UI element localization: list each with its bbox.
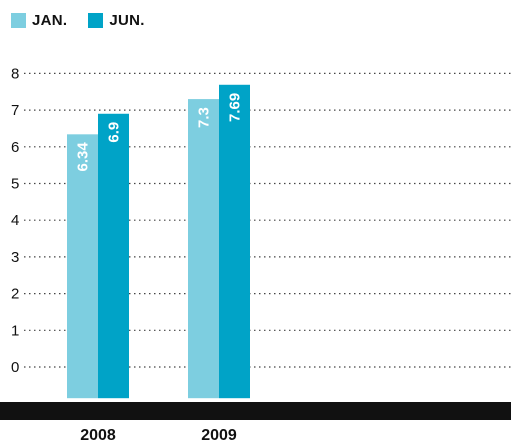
y-tick-label: 1 — [11, 322, 19, 339]
legend-item-jun: JUN. — [88, 12, 144, 29]
x-category-label: 2008 — [80, 427, 116, 444]
x-category-label: 2009 — [201, 427, 237, 444]
legend-label-jan: JAN. — [32, 11, 68, 29]
legend-label-jun: JUN. — [109, 11, 145, 29]
legend-swatch-jun — [88, 12, 104, 28]
legend: JAN. JUN. — [11, 10, 166, 30]
bar-value-label: 6.9 — [106, 122, 123, 143]
y-tick-label: 6 — [11, 139, 19, 156]
legend-swatch-jan — [11, 12, 26, 28]
y-tick-label: 7 — [11, 102, 19, 119]
bar-value-label: 7.3 — [196, 107, 213, 128]
bar — [98, 113, 129, 399]
y-tick-label: 0 — [11, 359, 19, 376]
x-axis-band — [0, 402, 511, 420]
bar-value-label: 7.69 — [227, 93, 244, 122]
y-tick-label: 4 — [11, 212, 19, 229]
bar — [67, 134, 98, 399]
bar-value-label: 6.34 — [75, 142, 92, 172]
bar — [188, 99, 219, 399]
y-tick-label: 3 — [11, 249, 19, 266]
bar — [219, 84, 250, 399]
y-tick-label: 8 — [11, 65, 19, 82]
y-tick-label: 5 — [11, 176, 19, 193]
legend-item-jan: JAN. — [11, 12, 67, 29]
y-tick-label: 2 — [11, 286, 19, 303]
